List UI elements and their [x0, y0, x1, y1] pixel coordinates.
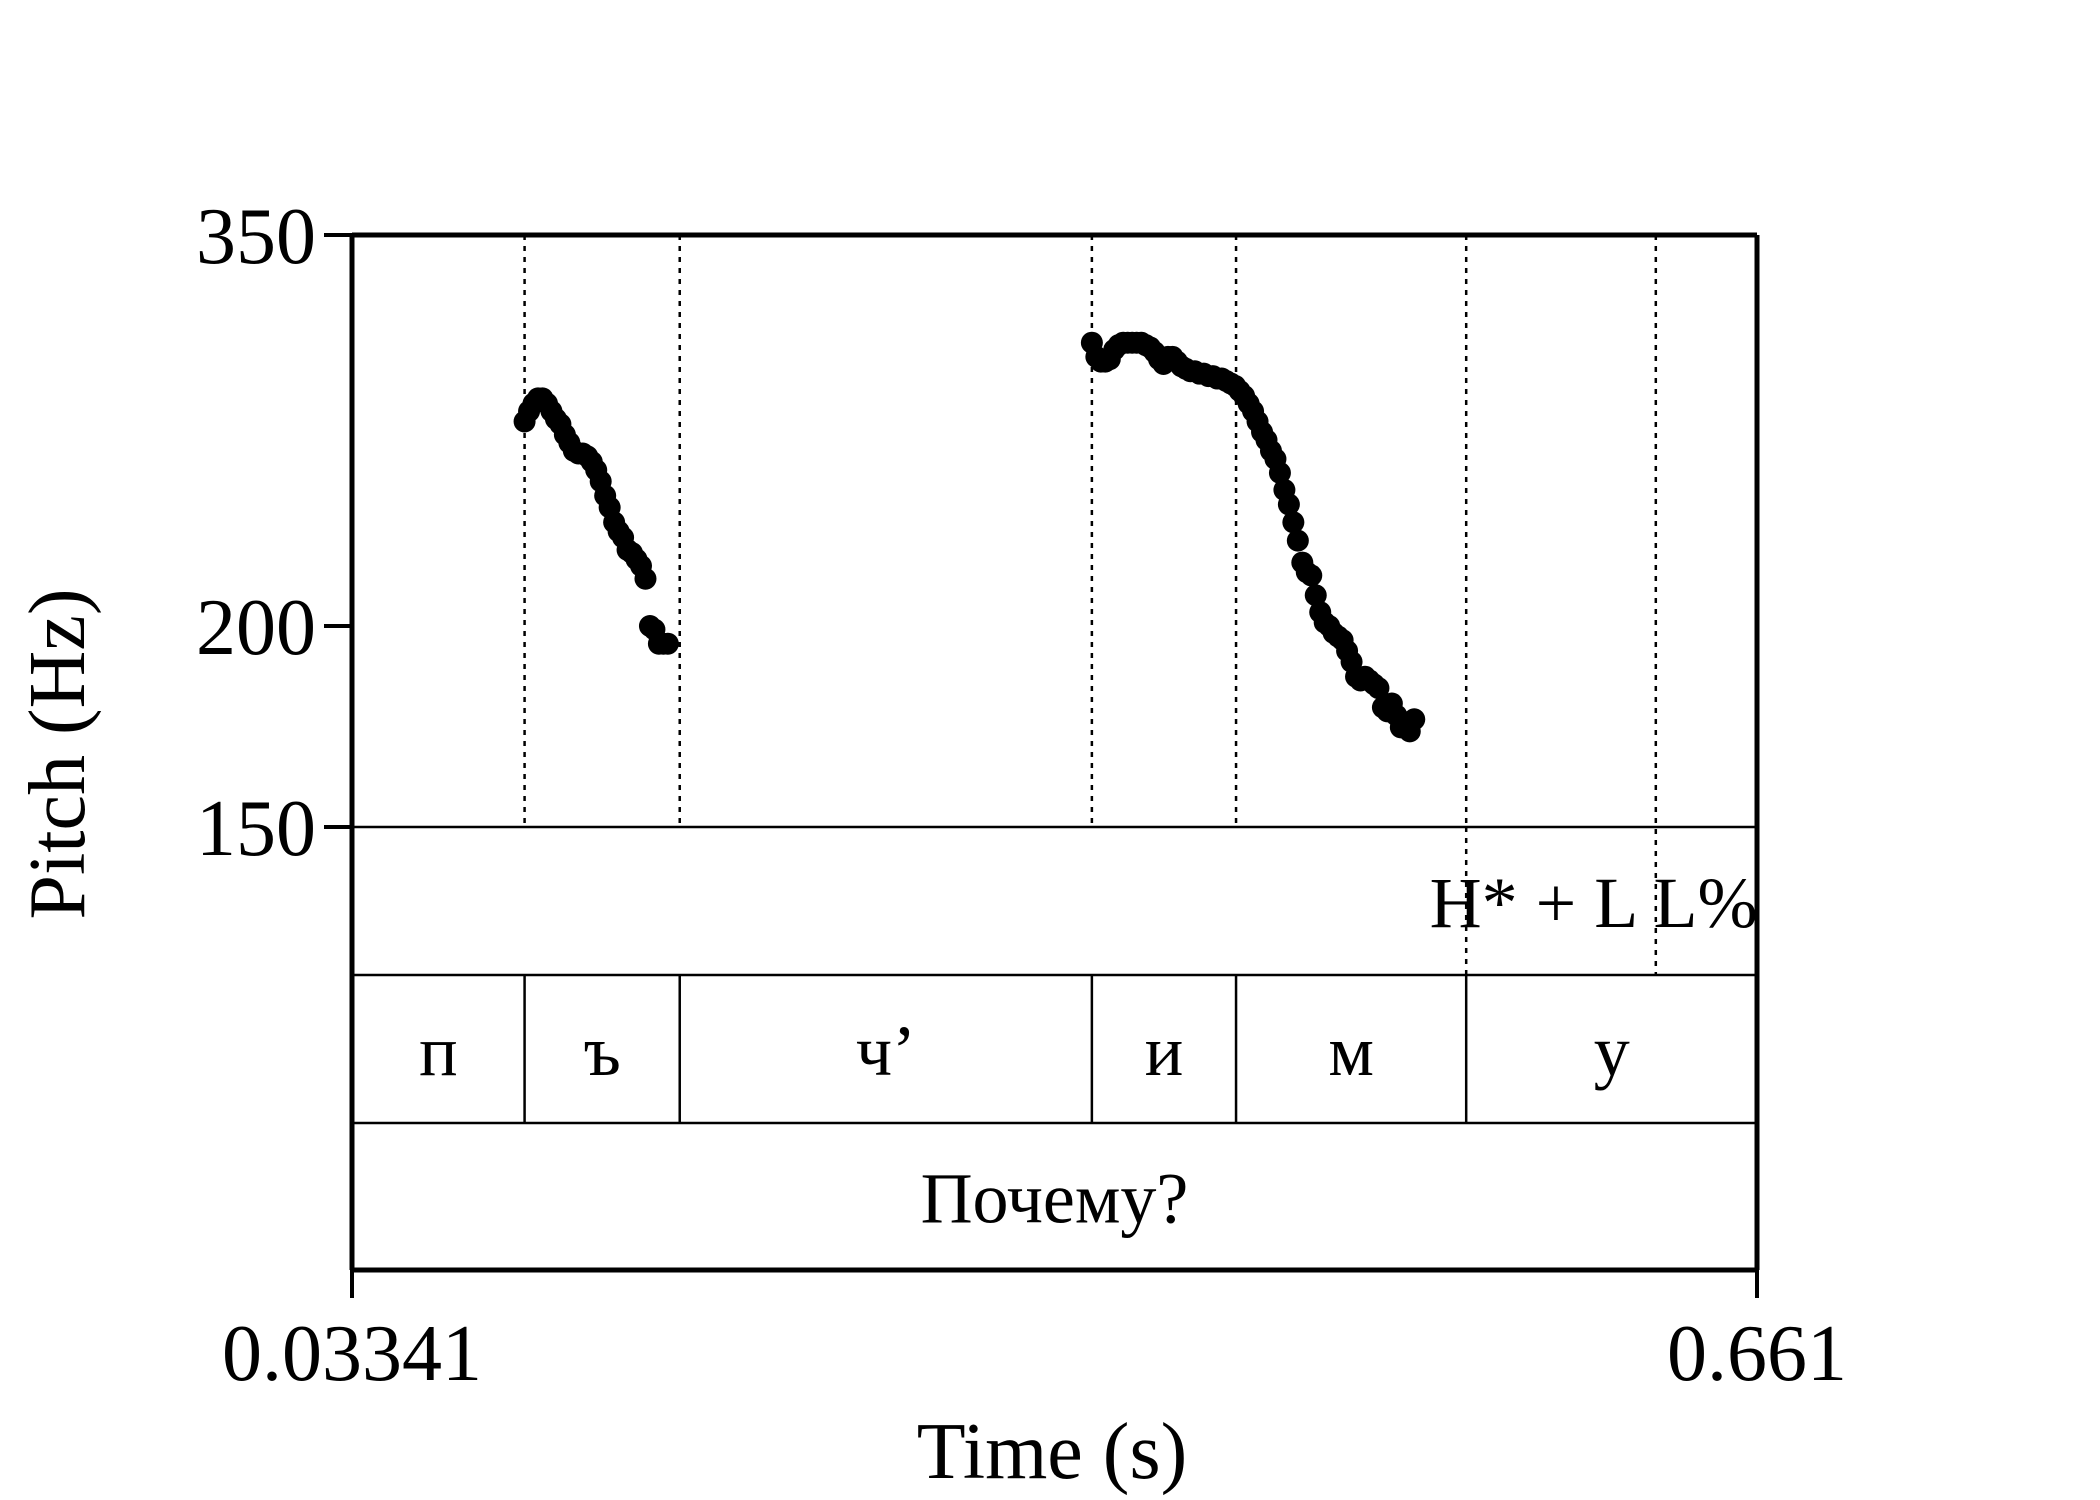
pitch-point-2-73: [1403, 708, 1426, 731]
tier-2-label-3: ч’: [856, 1011, 916, 1091]
pitch-point-2-47: [1286, 529, 1309, 552]
pitch-point-1-33: [656, 632, 679, 655]
y-tick-label-200: 200: [196, 584, 316, 672]
y-tick-label-150: 150: [196, 785, 316, 873]
y-axis-title: Pitch (Hz): [14, 588, 102, 919]
pitch-point-2-51: [1304, 584, 1327, 607]
pitch-point-2-45: [1277, 493, 1300, 516]
pitch-point-2-46: [1282, 511, 1305, 534]
plot-layer: 350 200 150 0.03341 0.661 H* + L L% п ъ ч’ и м у Поч…: [196, 193, 1847, 1398]
tier-2-label-1: п: [419, 1011, 458, 1091]
tier-1-label-1: H* + L L%: [1430, 863, 1758, 943]
pitch-point-2-43: [1268, 461, 1291, 484]
tier-2-label-4: и: [1145, 1011, 1184, 1091]
x-axis-title: Time (s): [917, 1408, 1187, 1496]
tier-2-label-6: у: [1594, 1011, 1630, 1091]
x-tick-label-0.661: 0.661: [1667, 1310, 1847, 1398]
pitch-point-1-28: [634, 567, 657, 590]
pitch-point-2-50: [1300, 564, 1323, 587]
tier-2-label-2: ъ: [584, 1011, 621, 1091]
x-tick-label-0.03341: 0.03341: [222, 1310, 482, 1398]
tier-2-label-5: м: [1328, 1011, 1374, 1091]
pitch-point-2-65: [1367, 677, 1390, 700]
tier-3-label-1: Почему?: [921, 1159, 1189, 1239]
y-tick-label-350: 350: [196, 193, 316, 281]
